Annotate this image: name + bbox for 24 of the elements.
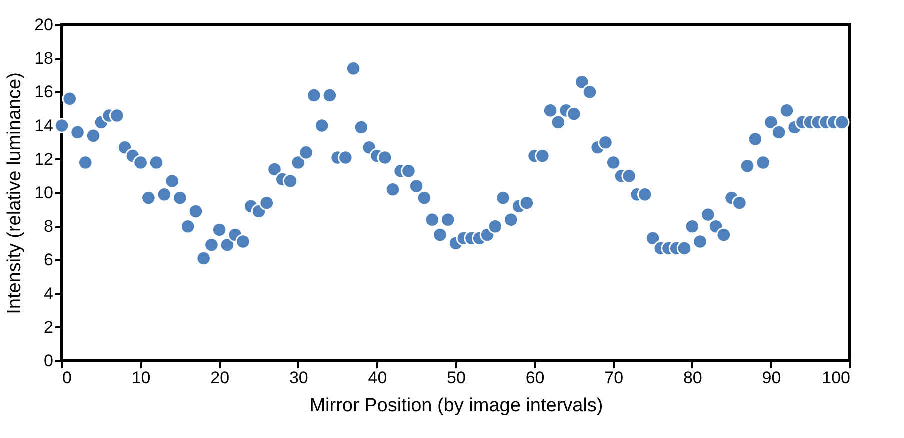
x-tick-label: 90 — [762, 368, 782, 388]
y-tick-label: 20 — [34, 16, 54, 34]
y-tick-label: 18 — [34, 49, 54, 68]
x-tick-label: 100 — [822, 368, 850, 388]
x-tick-label: 50 — [447, 368, 466, 388]
y-tick-label: 2 — [44, 318, 54, 337]
y-tick-label: 8 — [44, 217, 54, 236]
x-axis-title: Mirror Position (by image intervals) — [310, 396, 604, 416]
x-tick-label: 0 — [62, 368, 72, 388]
y-tick-label: 10 — [34, 184, 54, 202]
y-tick-label: 14 — [34, 116, 54, 136]
y-tick-label: 12 — [34, 150, 54, 169]
y-tick-label: 0 — [44, 352, 54, 370]
x-tick-label: 60 — [526, 368, 545, 388]
x-tick-label: 70 — [604, 368, 624, 388]
x-tick-label: 40 — [368, 368, 388, 388]
x-tick-label: 80 — [683, 368, 702, 388]
y-tick-label: 4 — [44, 284, 54, 304]
x-tick-label: 30 — [289, 368, 308, 388]
y-tick-label: 6 — [44, 250, 54, 270]
x-tick-label: 10 — [132, 368, 151, 388]
x-tick-label: 20 — [210, 368, 230, 388]
y-axis-title: Intensity (relative luminance) — [4, 72, 26, 314]
y-tick-label: 16 — [34, 82, 54, 102]
